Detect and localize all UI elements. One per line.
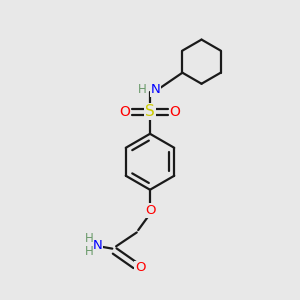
Text: H: H (84, 245, 93, 258)
Text: H: H (84, 232, 93, 245)
Text: N: N (93, 239, 103, 252)
Text: O: O (169, 105, 181, 119)
Text: H: H (138, 83, 147, 96)
Text: O: O (145, 204, 155, 217)
Text: O: O (135, 261, 146, 274)
Text: O: O (119, 105, 130, 119)
Text: S: S (145, 104, 155, 119)
Text: N: N (150, 83, 160, 96)
